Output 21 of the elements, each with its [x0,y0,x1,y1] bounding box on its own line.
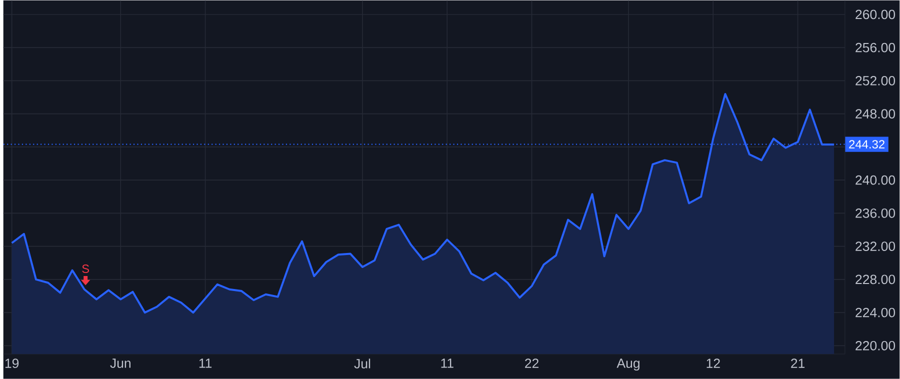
y-tick-label: 256.00 [856,42,896,52]
y-tick-label: 260.00 [856,10,896,20]
ref-line-label: 244.32 [849,140,884,149]
x-tick-label: 11 [441,358,454,368]
x-tick-label: Jul [354,358,370,368]
y-tick-label: 236.00 [856,208,896,218]
y-tick-label: 240.00 [856,175,896,185]
annotation: S [82,264,90,274]
x-tick-label: 12 [706,358,720,368]
y-tick-label: 252.00 [856,76,896,86]
x-tick-label: Jun [110,358,130,368]
y-tick-label: 248.00 [856,109,896,119]
y-tick-label: 232.00 [856,242,896,252]
y-tick-label: 228.00 [856,274,896,284]
y-tick-label: 220.00 [856,341,896,350]
x-tick-label: Aug [616,358,640,371]
y-tick-label: 224.00 [856,308,896,318]
x-tick-label: 22 [525,358,538,368]
x-tick-label: 11 [199,358,212,368]
x-tick-label: 21 [791,358,805,368]
x-tick-label: 19 [5,358,19,368]
